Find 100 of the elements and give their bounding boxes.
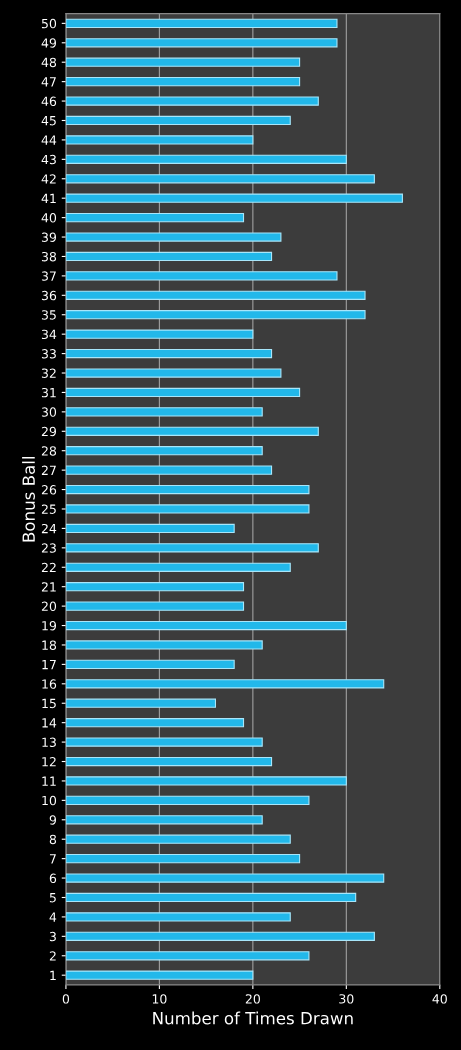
y-tick-label: 21	[41, 582, 56, 592]
bar	[65, 698, 217, 708]
bar	[65, 562, 291, 572]
bar	[65, 426, 319, 436]
y-tick-label: 2	[49, 951, 56, 961]
x-tick-label: 10	[152, 994, 167, 1004]
bar	[65, 290, 366, 300]
y-tick-label: 25	[41, 504, 56, 514]
y-tick-label: 45	[41, 116, 56, 126]
y-tick-label: 40	[41, 213, 57, 223]
y-axis-title: Bonus Ball	[22, 457, 35, 542]
bar	[65, 795, 310, 805]
bar	[65, 892, 357, 903]
bar	[65, 232, 282, 242]
y-tick-label: 29	[41, 426, 57, 437]
y-tick-label: 23	[41, 543, 56, 553]
bar	[65, 310, 366, 320]
bar	[65, 368, 282, 378]
bar	[65, 854, 301, 864]
y-tick-label: 34	[41, 329, 57, 340]
bar	[65, 679, 385, 689]
bar	[65, 387, 301, 398]
bar	[65, 115, 291, 126]
y-tick-label: 3	[49, 931, 56, 942]
y-tick-label: 27	[41, 465, 56, 475]
y-tick-label: 39	[41, 232, 57, 242]
bar	[65, 659, 235, 670]
y-tick-label: 32	[41, 368, 56, 378]
y-tick-label: 4	[49, 912, 57, 922]
bar	[65, 154, 347, 164]
y-tick-label: 36	[41, 290, 57, 301]
y-tick-label: 33	[41, 349, 56, 359]
y-tick-label: 19	[42, 621, 57, 631]
y-tick-label: 35	[41, 310, 56, 320]
y-tick-label: 11	[42, 776, 56, 786]
bar	[65, 815, 263, 825]
bar	[65, 640, 263, 650]
bar	[65, 174, 375, 184]
y-tick-label: 49	[41, 38, 57, 48]
y-tick-label: 43	[41, 154, 56, 165]
y-tick-label: 41	[41, 193, 56, 203]
y-tick-label: 30	[41, 407, 57, 417]
bar	[65, 756, 273, 767]
bar	[65, 504, 310, 514]
bar	[65, 776, 347, 786]
bar	[65, 407, 263, 417]
y-tick-label: 42	[41, 174, 56, 184]
bar	[65, 271, 338, 281]
bar	[65, 135, 254, 145]
bar	[65, 465, 273, 475]
y-tick-label: 46	[41, 96, 57, 106]
bar	[65, 543, 319, 553]
y-tick-label: 20	[41, 601, 57, 612]
x-tick-label: 30	[339, 994, 354, 1004]
y-tick-label: 50	[41, 18, 57, 29]
x-tick-label: 0	[62, 994, 70, 1004]
x-tick-label: 20	[245, 994, 260, 1004]
y-tick-label: 18	[42, 640, 57, 650]
bar	[65, 484, 310, 495]
x-tick-label: 40	[432, 994, 447, 1004]
y-tick-label: 28	[41, 446, 57, 456]
y-tick-label: 47	[41, 77, 56, 87]
y-tick-label: 31	[41, 387, 56, 398]
y-tick-label: 48	[41, 57, 57, 68]
bar	[65, 931, 375, 941]
y-tick-label: 13	[42, 737, 56, 748]
y-tick-label: 15	[42, 698, 56, 709]
bar	[65, 446, 263, 456]
y-tick-label: 7	[49, 854, 56, 864]
bar	[65, 912, 291, 922]
y-tick-label: 17	[42, 660, 56, 670]
bar	[65, 601, 245, 611]
y-tick-label: 38	[41, 251, 57, 262]
bar	[65, 212, 245, 223]
bar	[65, 96, 319, 106]
y-tick-label: 22	[41, 562, 56, 573]
bar	[65, 523, 235, 534]
bar	[65, 18, 338, 28]
bar	[65, 951, 310, 961]
bar	[65, 251, 273, 262]
y-tick-label: 1	[50, 970, 56, 980]
y-tick-label: 24	[41, 523, 57, 534]
y-tick-label: 16	[42, 679, 57, 689]
y-tick-label: 9	[49, 815, 57, 825]
y-tick-label: 26	[41, 485, 57, 495]
bar	[65, 38, 338, 48]
y-tick-label: 12	[42, 756, 56, 767]
y-tick-label: 14	[42, 718, 57, 728]
bar	[65, 737, 263, 747]
bar	[65, 582, 245, 592]
bar	[65, 718, 245, 728]
bar	[65, 834, 291, 844]
bar	[65, 329, 254, 339]
y-tick-label: 10	[42, 795, 57, 806]
bar	[65, 77, 301, 87]
y-tick-label: 44	[41, 135, 57, 145]
y-tick-label: 5	[49, 893, 56, 903]
bar	[65, 970, 254, 980]
bar	[65, 348, 273, 359]
x-axis-title: Number of Times Drawn	[153, 1011, 353, 1025]
